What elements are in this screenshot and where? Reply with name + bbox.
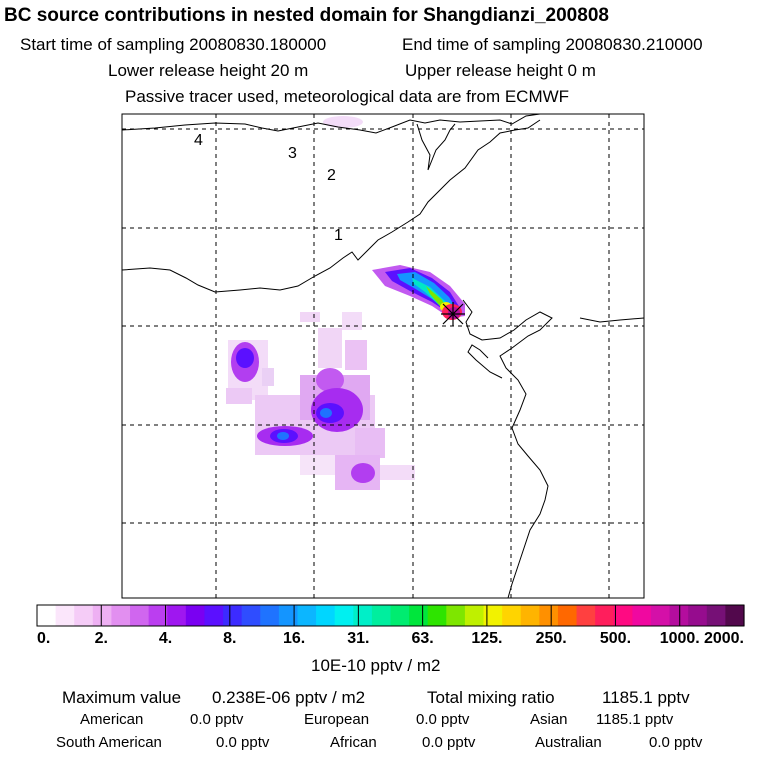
colorbar-swatch <box>316 605 336 626</box>
total-mixing-label: Total mixing ratio <box>427 688 555 707</box>
colorbar-swatch <box>427 605 447 626</box>
colorbar-unit-label: 10E-10 pptv / m2 <box>311 656 441 675</box>
region-name: Asian <box>530 711 568 728</box>
colorbar-swatch <box>539 605 559 626</box>
region-value: 0.0 pptv <box>190 711 244 728</box>
colorbar-swatch <box>520 605 540 626</box>
tracer-note-text: Passive tracer used, meteorological data… <box>125 87 570 106</box>
region-value: 0.0 pptv <box>422 734 476 751</box>
colorbar-swatch <box>632 605 652 626</box>
colorbar-swatch <box>688 605 708 626</box>
region-name: Australian <box>535 734 602 751</box>
colorbar-tick-label: 8. <box>223 630 236 647</box>
colorbar <box>37 605 745 626</box>
colorbar-swatch <box>725 605 745 626</box>
colorbar-swatch <box>446 605 466 626</box>
colorbar-tick-label: 250. <box>536 630 567 647</box>
map-frame <box>121 113 645 599</box>
upper-release-text: Upper release height 0 m <box>405 61 596 80</box>
colorbar-swatch <box>148 605 168 626</box>
colorbar-swatch <box>557 605 578 626</box>
colorbar-tick-label: 63. <box>412 630 434 647</box>
lower-release-text: Lower release height 20 m <box>108 61 309 80</box>
concentration-field <box>226 116 465 490</box>
start-time-text: Start time of sampling 20080830.180000 <box>20 35 327 54</box>
colorbar-tick-label: 31. <box>347 630 369 647</box>
colorbar-tick-label: 16. <box>283 630 305 647</box>
colorbar-swatch <box>204 605 224 626</box>
region-name: African <box>330 734 377 751</box>
colorbar-tick-label: 4. <box>159 630 172 647</box>
colorbar-swatch <box>706 605 726 626</box>
colorbar-swatch <box>297 605 317 626</box>
colorbar-swatch <box>334 605 354 626</box>
day-marker-2: 2 <box>327 167 336 184</box>
colorbar-swatch <box>613 605 633 626</box>
colorbar-swatch <box>223 605 243 626</box>
max-value: 0.238E-06 pptv / m2 <box>212 688 366 707</box>
colorbar-swatch <box>74 605 94 626</box>
colorbar-swatch <box>278 605 299 626</box>
station-marker <box>441 302 465 326</box>
map-title: BC source contributions in nested domain… <box>4 5 609 26</box>
max-value-label: Maximum value <box>62 688 182 707</box>
colorbar-swatch <box>464 605 485 626</box>
colorbar-tick-label: 1000. <box>660 630 700 647</box>
region-value: 1185.1 pptv <box>596 711 674 728</box>
day-marker-3: 3 <box>288 145 297 162</box>
colorbar-swatch <box>353 605 373 626</box>
region-value: 0.0 pptv <box>649 734 703 751</box>
colorbar-swatch <box>502 605 522 626</box>
colorbar-tick-label: 2000. <box>704 630 744 647</box>
lat-lon-grid <box>122 114 644 598</box>
colorbar-swatch <box>92 605 113 626</box>
day-marker-4: 4 <box>194 132 203 149</box>
colorbar-tick-label: 500. <box>600 630 631 647</box>
colorbar-swatch <box>37 605 57 626</box>
colorbar-swatch <box>111 605 131 626</box>
colorbar-swatch <box>650 605 671 626</box>
colorbar-swatch <box>669 605 689 626</box>
coastline <box>122 114 644 598</box>
colorbar-swatch <box>260 605 280 626</box>
colorbar-swatch <box>185 605 206 626</box>
colorbar-swatch <box>167 605 187 626</box>
region-value: 0.0 pptv <box>416 711 470 728</box>
colorbar-swatch <box>55 605 75 626</box>
colorbar-tick-label: 2. <box>95 630 108 647</box>
region-name: South American <box>56 734 162 751</box>
colorbar-swatch <box>483 605 503 626</box>
colorbar-swatch <box>409 605 429 626</box>
colorbar-swatch <box>371 605 392 626</box>
region-value: 0.0 pptv <box>216 734 270 751</box>
colorbar-swatch <box>241 605 261 626</box>
end-time-text: End time of sampling 20080830.210000 <box>402 35 703 54</box>
colorbar-swatch <box>130 605 150 626</box>
total-mixing-value: 1185.1 pptv <box>602 688 690 707</box>
colorbar-tick-label: 0. <box>37 630 50 647</box>
day-marker-1: 1 <box>334 227 343 244</box>
colorbar-tick-label: 125. <box>471 630 502 647</box>
colorbar-swatch <box>390 605 410 626</box>
region-name: American <box>80 711 144 728</box>
region-name: European <box>304 711 370 728</box>
colorbar-swatch <box>576 605 596 626</box>
colorbar-swatch <box>595 605 615 626</box>
